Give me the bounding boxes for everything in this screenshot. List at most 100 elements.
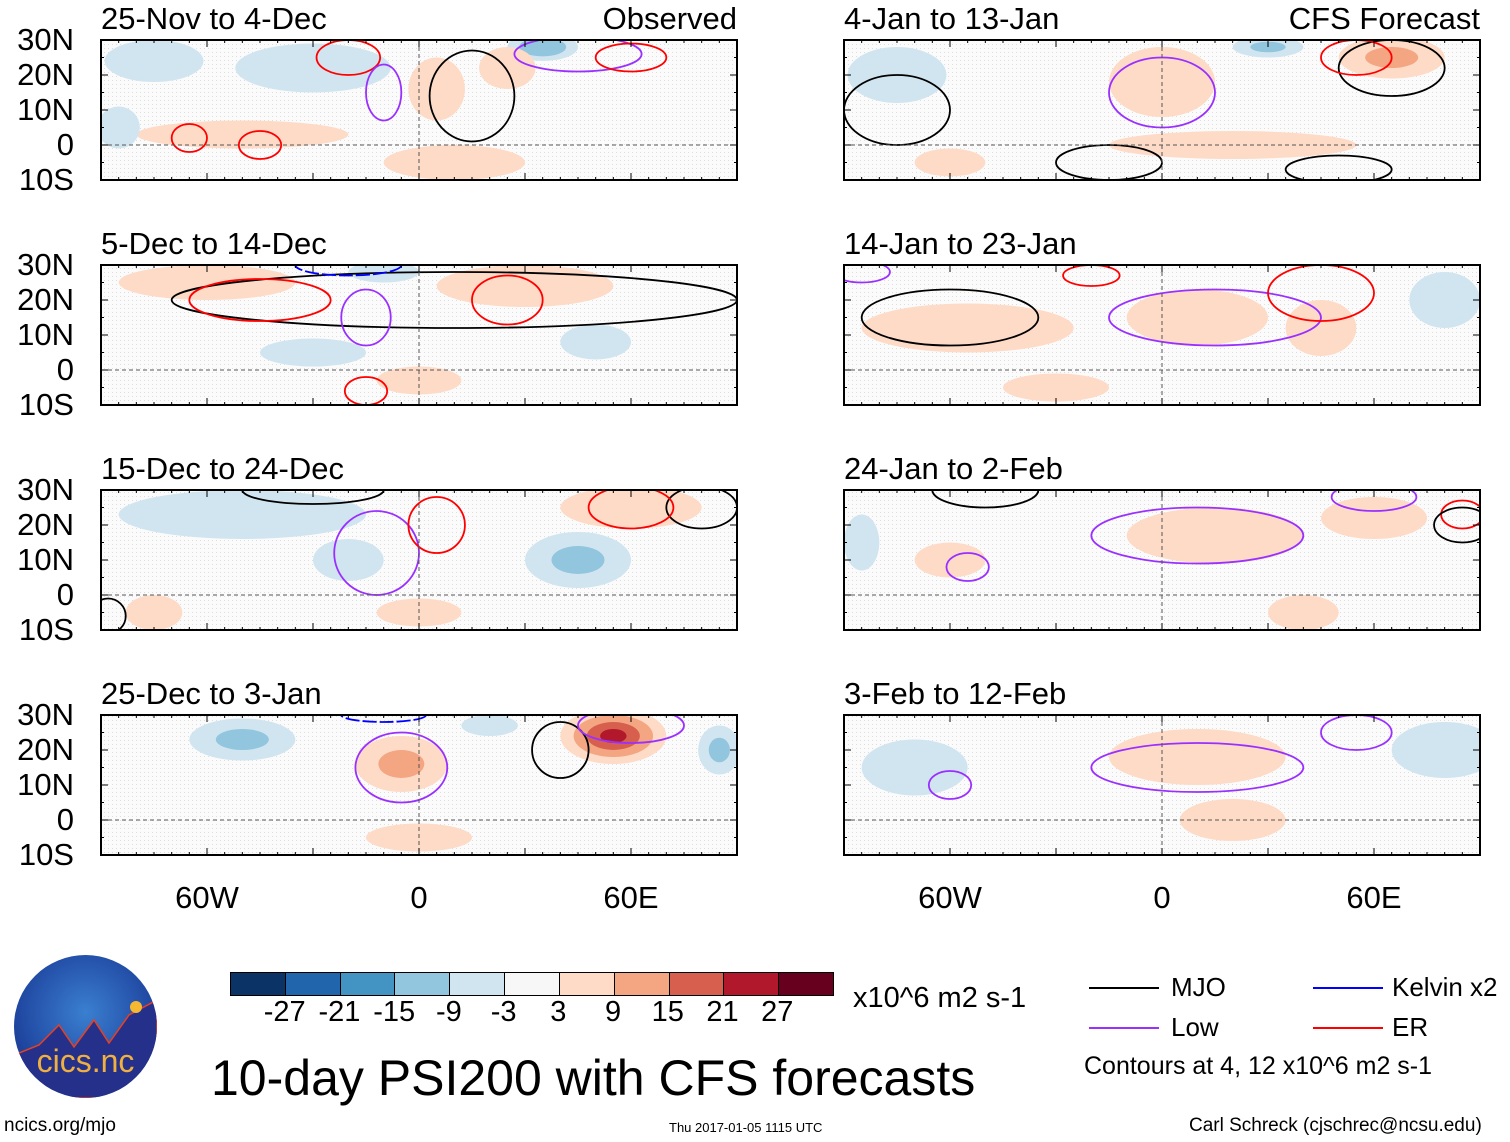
colorbar-swatch [668, 973, 724, 995]
colorbar-swatch [504, 973, 559, 995]
anomaly-shading [600, 729, 627, 743]
contour-er [1320, 40, 1393, 76]
legend-mjo-line [1089, 987, 1159, 989]
colorbar-swatch [231, 973, 285, 995]
footer-timestamp: Thu 2017-01-05 1115 UTC [669, 1120, 823, 1135]
contour-mjo [1284, 154, 1393, 180]
anomaly-shading [436, 265, 614, 307]
colorbar-label: 15 [651, 996, 684, 1028]
contour-kelvin [294, 265, 403, 277]
lat-tick-label: 20N [17, 507, 74, 542]
lat-tick-label: 20N [17, 57, 74, 92]
anomaly-shading [1391, 722, 1480, 778]
colorbar-swatch [558, 973, 614, 995]
contour-mjo [101, 597, 127, 630]
anomaly-shading [1126, 289, 1269, 346]
lat-tick-label: 30N [17, 247, 74, 282]
map-panel [844, 265, 1480, 405]
anomaly-shading [914, 315, 1021, 341]
anomaly-shading [551, 546, 605, 574]
lat-tick-label: 20N [17, 282, 74, 317]
anomaly-shading [125, 595, 183, 630]
anomaly-shading [313, 539, 384, 581]
colorbar-swatch [449, 973, 505, 995]
figure-title: 10-day PSI200 with CFS forecasts [211, 1050, 976, 1106]
contour-mjo [170, 271, 737, 329]
contour-mjo [665, 490, 737, 530]
lat-tick-label: 10N [17, 92, 74, 127]
lon-tick-label: 60E [1346, 880, 1402, 915]
panel-title: 4-Jan to 13-Jan [844, 1, 1060, 36]
contour-kelvin [340, 715, 427, 723]
anomaly-shading [461, 715, 518, 736]
colorbar-label: -15 [373, 996, 416, 1028]
lat-tick-label: 30N [17, 472, 74, 507]
legend-kelvin-label: Kelvin x2 [1392, 972, 1498, 1002]
colorbar-label: -21 [318, 996, 361, 1028]
panel-title: 24-Jan to 2-Feb [844, 451, 1063, 486]
contour-low [354, 731, 449, 804]
column-label-left: Observed [602, 1, 737, 36]
anomaly-shading [861, 739, 968, 796]
contour-mjo [531, 721, 590, 779]
lat-tick-label: 10N [17, 542, 74, 577]
contour-low [577, 715, 685, 744]
lat-tick-label: 10S [18, 612, 74, 647]
anomaly-shading [1268, 595, 1339, 630]
anomaly-shading [235, 43, 391, 93]
lat-tick-label: 0 [56, 577, 74, 612]
lat-tick-label: 10S [18, 837, 74, 872]
anomaly-shading [101, 106, 140, 149]
lat-tick-label: 0 [56, 802, 74, 837]
contour-low [927, 770, 973, 800]
contour-low [365, 63, 403, 122]
contour-er [343, 376, 389, 405]
anomaly-shading [383, 145, 525, 180]
colorbar-label: 21 [706, 996, 739, 1028]
lon-tick-label: 60W [918, 880, 982, 915]
legend-er-line [1313, 1027, 1383, 1029]
anomaly-shading [215, 729, 269, 750]
map-panel [101, 265, 737, 405]
contour-low [513, 40, 643, 73]
colorbar-label: 9 [605, 996, 622, 1028]
legend-low-line [1089, 1027, 1159, 1029]
cics-logo[interactable]: cics.nc [14, 955, 157, 1098]
map-panel [101, 40, 737, 180]
contour-er [188, 278, 332, 322]
contour-low [340, 288, 392, 347]
contour-low [1108, 288, 1322, 347]
footer-url[interactable]: ncics.org/mjo [4, 1115, 116, 1136]
colorbar-swatch [339, 973, 395, 995]
contour-er [407, 496, 466, 554]
contour-low [1320, 715, 1393, 751]
map-panel [844, 490, 1480, 630]
map-panel [101, 490, 737, 630]
legend-kelvin-line [1313, 987, 1383, 989]
anomaly-shading [378, 750, 425, 778]
logo-text: cics.nc [36, 1043, 135, 1079]
panel-title: 5-Dec to 14-Dec [101, 226, 327, 261]
map-panel [844, 715, 1480, 855]
anomaly-shading [1285, 300, 1357, 356]
colorbar-units: x10^6 m2 s-1 [853, 982, 1027, 1014]
contour-low [1330, 490, 1418, 512]
contour-er [315, 40, 382, 76]
colorbar-swatch [284, 973, 340, 995]
legend-er-label: ER [1392, 1012, 1429, 1042]
colorbar-swatch [613, 973, 669, 995]
anomaly-shading [844, 514, 880, 571]
contour-low [1090, 742, 1305, 793]
panel-title: 15-Dec to 24-Dec [101, 451, 344, 486]
colorbar-swatch [778, 973, 833, 995]
anomaly-shading [260, 338, 366, 367]
contour-er [237, 130, 283, 160]
colorbar-swatch [394, 973, 450, 995]
contour-er [170, 123, 208, 153]
legend-mjo-label: MJO [1171, 972, 1226, 1002]
lat-tick-label: 10N [17, 317, 74, 352]
contour-mjo [428, 49, 516, 143]
anomaly-shading [595, 497, 667, 518]
lat-tick-label: 10N [17, 767, 74, 802]
lon-tick-label: 0 [1153, 880, 1171, 915]
